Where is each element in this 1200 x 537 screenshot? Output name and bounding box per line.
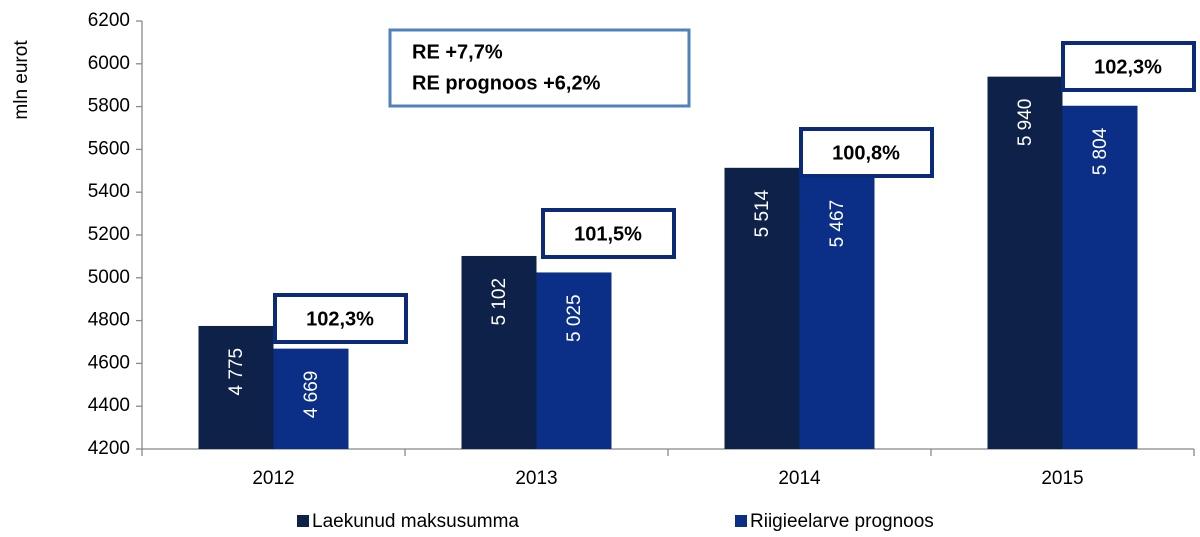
annotation-box	[273, 293, 408, 344]
x-tick-label: 2014	[778, 468, 821, 489]
note: RE prognoos +6,2%	[412, 72, 601, 94]
x-tick-label: 2012	[252, 468, 294, 489]
annotation-box	[1061, 41, 1196, 92]
y-tick-label: 4600	[88, 352, 130, 373]
bar	[724, 167, 800, 449]
y-tick-label: 5200	[88, 224, 130, 245]
annotation-box	[541, 208, 676, 259]
bar	[1062, 105, 1138, 449]
note: RE +7,7%	[412, 41, 503, 63]
value-label: 5 025	[564, 294, 585, 342]
legend-label: Riigieelarve prognoos	[750, 511, 934, 532]
y-tick-label: 5000	[88, 267, 130, 288]
value-label: 5 940	[1015, 99, 1036, 147]
value-label: 4 669	[301, 371, 322, 419]
y-tick-label: 5600	[88, 138, 130, 159]
bar	[799, 177, 875, 449]
bar	[536, 272, 612, 449]
legend-swatch	[297, 515, 309, 527]
value-label: 5 102	[489, 278, 510, 326]
y-tick-label: 4400	[88, 395, 130, 416]
annotation: 100,8%	[832, 142, 900, 164]
note-box	[388, 28, 691, 108]
y-tick-label: 6000	[88, 53, 130, 74]
y-tick-label: 4200	[88, 438, 130, 459]
y-tick-label: 5400	[88, 181, 130, 202]
bar	[987, 76, 1063, 449]
x-tick-label: 2015	[1041, 468, 1083, 489]
y-axis-label: mln eurot	[11, 40, 32, 120]
annotation: 101,5%	[574, 223, 642, 245]
legend-swatch	[735, 515, 747, 527]
value-label: 5 467	[827, 200, 848, 248]
y-tick-label: 4800	[88, 310, 130, 331]
bar	[198, 325, 274, 449]
bar	[273, 348, 349, 449]
legend-label: Laekunud maksusumma	[312, 511, 519, 532]
annotation-box	[799, 127, 934, 178]
value-label: 5 514	[752, 189, 773, 237]
x-tick-label: 2013	[515, 468, 557, 489]
annotation: 102,3%	[306, 308, 374, 330]
value-label: 5 804	[1090, 127, 1111, 175]
bar	[461, 255, 537, 449]
y-tick-label: 5800	[88, 96, 130, 117]
y-tick-label: 6200	[88, 10, 130, 31]
annotation: 102,3%	[1094, 56, 1162, 78]
value-label: 4 775	[226, 348, 247, 396]
